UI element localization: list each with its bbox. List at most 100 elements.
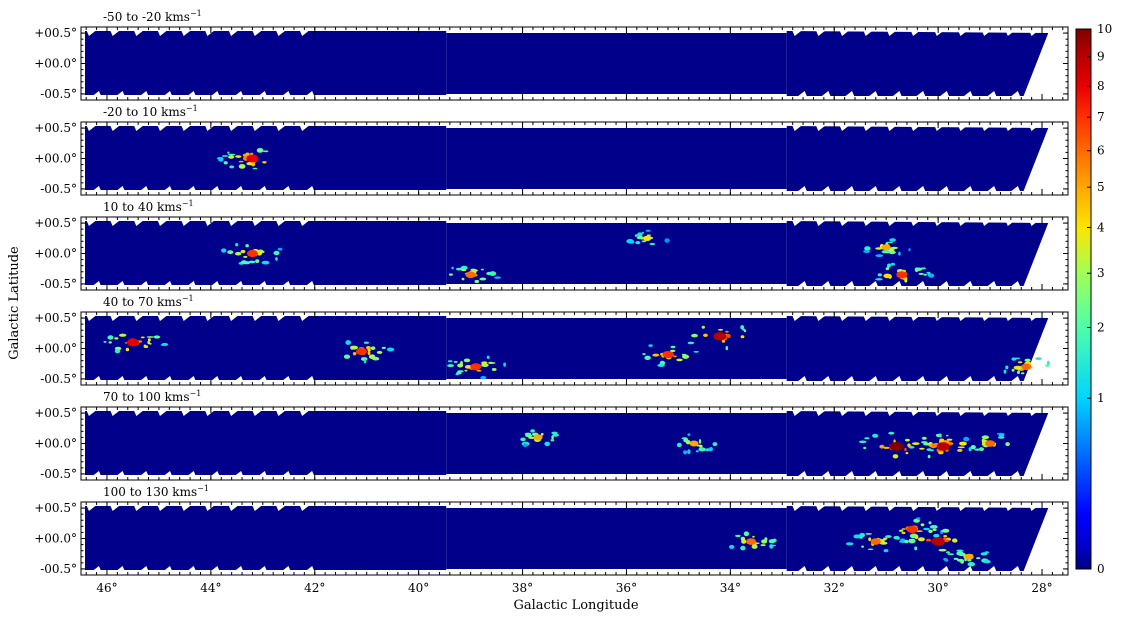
survey-coverage-west [85,316,447,380]
emission-clump [885,267,890,271]
coverage-notch [815,314,828,321]
emission-clump [673,355,677,358]
emission-clump [947,553,955,556]
emission-clump [926,271,931,274]
coverage-notch [1004,124,1017,131]
coverage-notch [815,409,828,416]
coverage-notch [843,186,856,193]
emission-clump [540,432,544,436]
coverage-notch [1008,186,1021,193]
x-tick-label: 28° [1031,581,1052,595]
coverage-notch [985,186,998,193]
emission-clump [544,441,550,447]
emission-clump [904,448,907,451]
panel-title: 40 to 70 kms−1 [103,294,194,309]
emission-clump [976,557,981,560]
x-tick-label: 34° [720,581,741,595]
coverage-notch [109,409,122,416]
coverage-notch [137,471,150,478]
coverage-notch [843,471,856,478]
coverage-notch [839,219,852,226]
coverage-notch [1004,29,1017,36]
coverage-notch [299,409,312,416]
colorbar-tick-label: 0 [1097,562,1105,576]
y-tick-label: -00.5° [40,182,77,196]
coverage-notch [1028,219,1041,226]
emission-clump [488,361,493,364]
coverage-notch [961,186,974,193]
coverage-notch [303,281,316,288]
emission-clump [255,259,260,263]
emission-peak [964,553,974,560]
coverage-notch [160,186,173,193]
emission-clump [875,278,883,281]
emission-clump [1017,361,1023,364]
emission-clump [743,531,750,537]
coverage-notch [133,219,146,226]
y-tick-label: -00.5° [40,372,77,386]
emission-clump [376,350,383,354]
emission-clump [381,346,386,349]
x-tick-label: 46° [96,581,117,595]
emission-clump [486,355,490,359]
emission-peak [533,434,543,441]
coverage-notch [985,471,998,478]
coverage-notch [933,314,946,321]
y-tick-label: +00.0° [34,342,77,356]
emission-clump [240,249,246,254]
y-tick-label: -00.5° [40,277,77,291]
coverage-notch [113,566,126,573]
coverage-notch [933,219,946,226]
emission-clump [974,448,981,451]
coverage-notch [957,219,970,226]
colorbar-tick-label: 8 [1097,79,1105,93]
emission-clump [1024,358,1031,362]
coverage-notch [255,91,268,98]
emission-clump [735,534,741,538]
coverage-notch [89,281,102,288]
coverage-notch [815,29,828,36]
y-tick-label: +00.0° [34,532,77,546]
coverage-notch [89,566,102,573]
x-tick-label: 32° [824,581,845,595]
emission-clump [664,238,670,243]
coverage-notch [862,409,875,416]
emission-clump [908,248,911,252]
emission-clump [1017,370,1020,375]
emission-clump [698,447,706,452]
emission-clump [929,525,938,529]
coverage-notch [862,29,875,36]
y-tick-label: -00.5° [40,562,77,576]
panel-1: +00.5° +00.0° -00.5° -50 to -20 kms−1 [34,9,1069,101]
survey-coverage-west [85,506,447,570]
survey-coverage-west [85,411,447,475]
emission-clump [367,350,371,356]
coverage-notch [985,281,998,288]
coverage-notch [914,566,927,573]
emission-clump [480,268,484,271]
emission-clump [883,273,892,279]
emission-clump [494,276,501,279]
panel-5: +00.5° +00.0° -00.5° 70 to 100 kms−1 [34,389,1069,481]
emission-clump [652,353,660,357]
coverage-notch [255,186,268,193]
emission-peak [246,249,258,258]
coverage-notch [109,314,122,321]
emission-clump [245,244,249,248]
coverage-notch [981,124,994,131]
coverage-notch [184,471,197,478]
emission-clump [939,438,945,442]
emission-clump [345,340,352,345]
coverage-notch [137,91,150,98]
emission-clump [890,246,898,250]
coverage-notch [1028,504,1041,511]
emission-peak [985,440,996,447]
emission-clump [693,350,699,353]
coverage-notch [862,314,875,321]
coverage-notch [279,91,292,98]
emission-clump [701,325,705,329]
coverage-notch [815,124,828,131]
intensity-map [85,314,1050,383]
coverage-notch [866,281,879,288]
emission-clump [503,362,506,367]
